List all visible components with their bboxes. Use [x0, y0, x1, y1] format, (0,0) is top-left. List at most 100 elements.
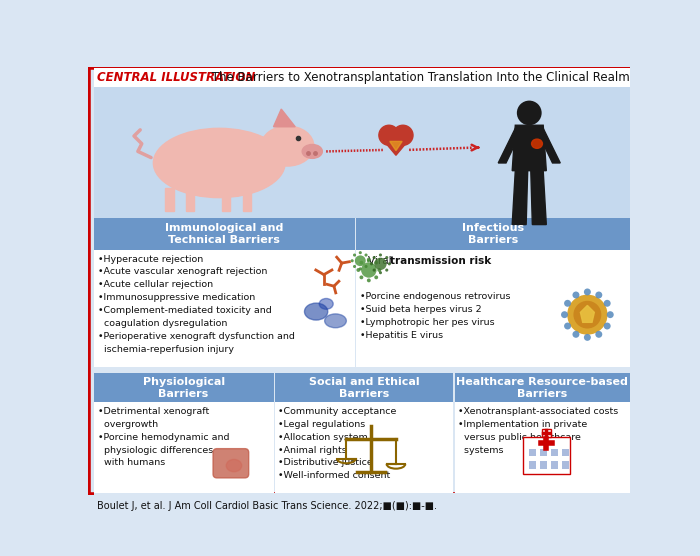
Circle shape: [517, 101, 542, 125]
Circle shape: [372, 256, 376, 259]
Circle shape: [607, 311, 614, 318]
Circle shape: [351, 259, 354, 262]
Circle shape: [573, 301, 601, 329]
Bar: [94, 217, 355, 250]
Bar: [94, 373, 274, 403]
Circle shape: [360, 275, 363, 279]
Polygon shape: [537, 128, 560, 163]
Circle shape: [584, 334, 591, 341]
Bar: [165, 188, 174, 211]
Circle shape: [358, 251, 362, 254]
Bar: [94, 403, 274, 495]
Text: Immunological and
Technical Barriers: Immunological and Technical Barriers: [165, 223, 284, 245]
Bar: [242, 188, 251, 211]
Bar: [356, 250, 630, 367]
Text: Boulet J, et al. J Am Coll Cardiol Basic Trans Science. 2022;■(■):■-■.: Boulet J, et al. J Am Coll Cardiol Basic…: [97, 500, 437, 510]
Bar: [94, 68, 630, 87]
Circle shape: [372, 269, 376, 272]
Circle shape: [385, 256, 389, 259]
Bar: [562, 461, 569, 469]
Circle shape: [365, 265, 368, 268]
Ellipse shape: [325, 314, 346, 327]
Bar: [275, 403, 454, 495]
Bar: [94, 87, 630, 217]
Text: •Porcine endogenous retrovirus
•Suid beta herpes virus 2
•Lymphotropic her pes v: •Porcine endogenous retrovirus •Suid bet…: [360, 292, 510, 340]
Circle shape: [379, 254, 382, 256]
Ellipse shape: [226, 459, 241, 471]
Circle shape: [573, 331, 580, 338]
FancyBboxPatch shape: [213, 449, 248, 478]
Bar: [562, 449, 569, 456]
Bar: [94, 250, 355, 367]
Polygon shape: [498, 128, 522, 163]
Circle shape: [561, 311, 568, 318]
Circle shape: [564, 322, 571, 330]
Circle shape: [379, 125, 399, 145]
Bar: [523, 437, 570, 474]
Text: Infectious
Barriers: Infectious Barriers: [462, 223, 524, 245]
Text: •Community acceptance
•Legal regulations
•Allocation system
•Animal rights
•Dist: •Community acceptance •Legal regulations…: [278, 407, 396, 480]
Circle shape: [567, 295, 608, 335]
Bar: [529, 461, 536, 469]
Circle shape: [564, 300, 571, 307]
Circle shape: [365, 254, 368, 256]
Bar: [551, 449, 558, 456]
Bar: [94, 367, 630, 373]
Ellipse shape: [531, 139, 542, 148]
Circle shape: [388, 262, 391, 265]
Bar: [94, 493, 630, 495]
Text: •Hyperacute rejection
•Acute vascular xenograft rejection
•Acute cellular reject: •Hyperacute rejection •Acute vascular xe…: [97, 255, 295, 354]
Bar: [540, 449, 547, 456]
Text: •Detrimental xenograft
  overgrowth
•Porcine hemodynamic and
  physiologic diffe: •Detrimental xenograft overgrowth •Porci…: [97, 407, 229, 468]
Circle shape: [379, 271, 382, 274]
Polygon shape: [381, 137, 412, 155]
Polygon shape: [531, 171, 546, 225]
Circle shape: [374, 257, 386, 270]
Bar: [275, 373, 454, 403]
Text: transmission risk: transmission risk: [390, 256, 491, 266]
Circle shape: [361, 262, 377, 277]
Ellipse shape: [304, 303, 328, 320]
Text: Viral: Viral: [368, 256, 395, 266]
Text: Healthcare Resource-based
Barriers: Healthcare Resource-based Barriers: [456, 377, 629, 399]
Bar: [455, 373, 630, 403]
Ellipse shape: [302, 145, 322, 158]
Bar: [551, 461, 558, 469]
Circle shape: [370, 262, 373, 265]
Circle shape: [374, 275, 378, 279]
Circle shape: [377, 268, 382, 272]
Circle shape: [603, 322, 610, 330]
Polygon shape: [580, 305, 594, 322]
Circle shape: [360, 261, 363, 265]
Circle shape: [595, 331, 602, 338]
Circle shape: [603, 300, 610, 307]
Bar: [455, 403, 630, 495]
Circle shape: [353, 254, 356, 256]
Text: •Xenotransplant-associated costs
•Implementation in private
  versus public heal: •Xenotransplant-associated costs •Implem…: [458, 407, 618, 455]
Circle shape: [573, 291, 580, 299]
Polygon shape: [512, 171, 528, 225]
Circle shape: [385, 269, 389, 272]
Polygon shape: [512, 125, 546, 171]
Text: Social and Ethical
Barriers: Social and Ethical Barriers: [309, 377, 419, 399]
Text: The Barriers to Xenotransplantation Translation Into the Clinical Realm: The Barriers to Xenotransplantation Tran…: [209, 71, 630, 84]
Polygon shape: [274, 109, 295, 127]
Circle shape: [393, 125, 413, 145]
Bar: [186, 188, 195, 211]
Ellipse shape: [319, 299, 333, 309]
Bar: [542, 429, 551, 437]
Circle shape: [584, 289, 591, 295]
Bar: [356, 217, 630, 250]
Polygon shape: [390, 141, 402, 151]
Circle shape: [367, 279, 371, 282]
Circle shape: [353, 265, 356, 268]
Bar: [222, 188, 230, 211]
Circle shape: [356, 268, 360, 272]
Bar: [540, 461, 547, 469]
Text: CENTRAL ILLUSTRATION: CENTRAL ILLUSTRATION: [97, 71, 255, 84]
Bar: [529, 449, 536, 456]
Ellipse shape: [261, 126, 314, 166]
Ellipse shape: [153, 128, 285, 197]
Circle shape: [355, 255, 365, 266]
Circle shape: [367, 257, 371, 261]
